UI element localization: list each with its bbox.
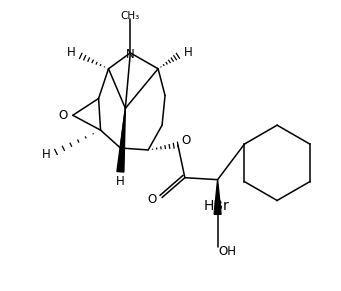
- Text: H: H: [42, 148, 50, 162]
- Polygon shape: [214, 180, 221, 214]
- Text: H: H: [66, 46, 75, 59]
- Text: O: O: [148, 193, 157, 206]
- Text: H: H: [116, 175, 125, 188]
- Polygon shape: [117, 108, 125, 172]
- Text: CH₃: CH₃: [121, 11, 140, 21]
- Text: HBr: HBr: [203, 199, 229, 213]
- Text: O: O: [58, 109, 68, 122]
- Text: N: N: [126, 48, 135, 61]
- Text: H: H: [183, 46, 192, 59]
- Text: O: O: [181, 134, 191, 147]
- Text: OH: OH: [219, 246, 237, 258]
